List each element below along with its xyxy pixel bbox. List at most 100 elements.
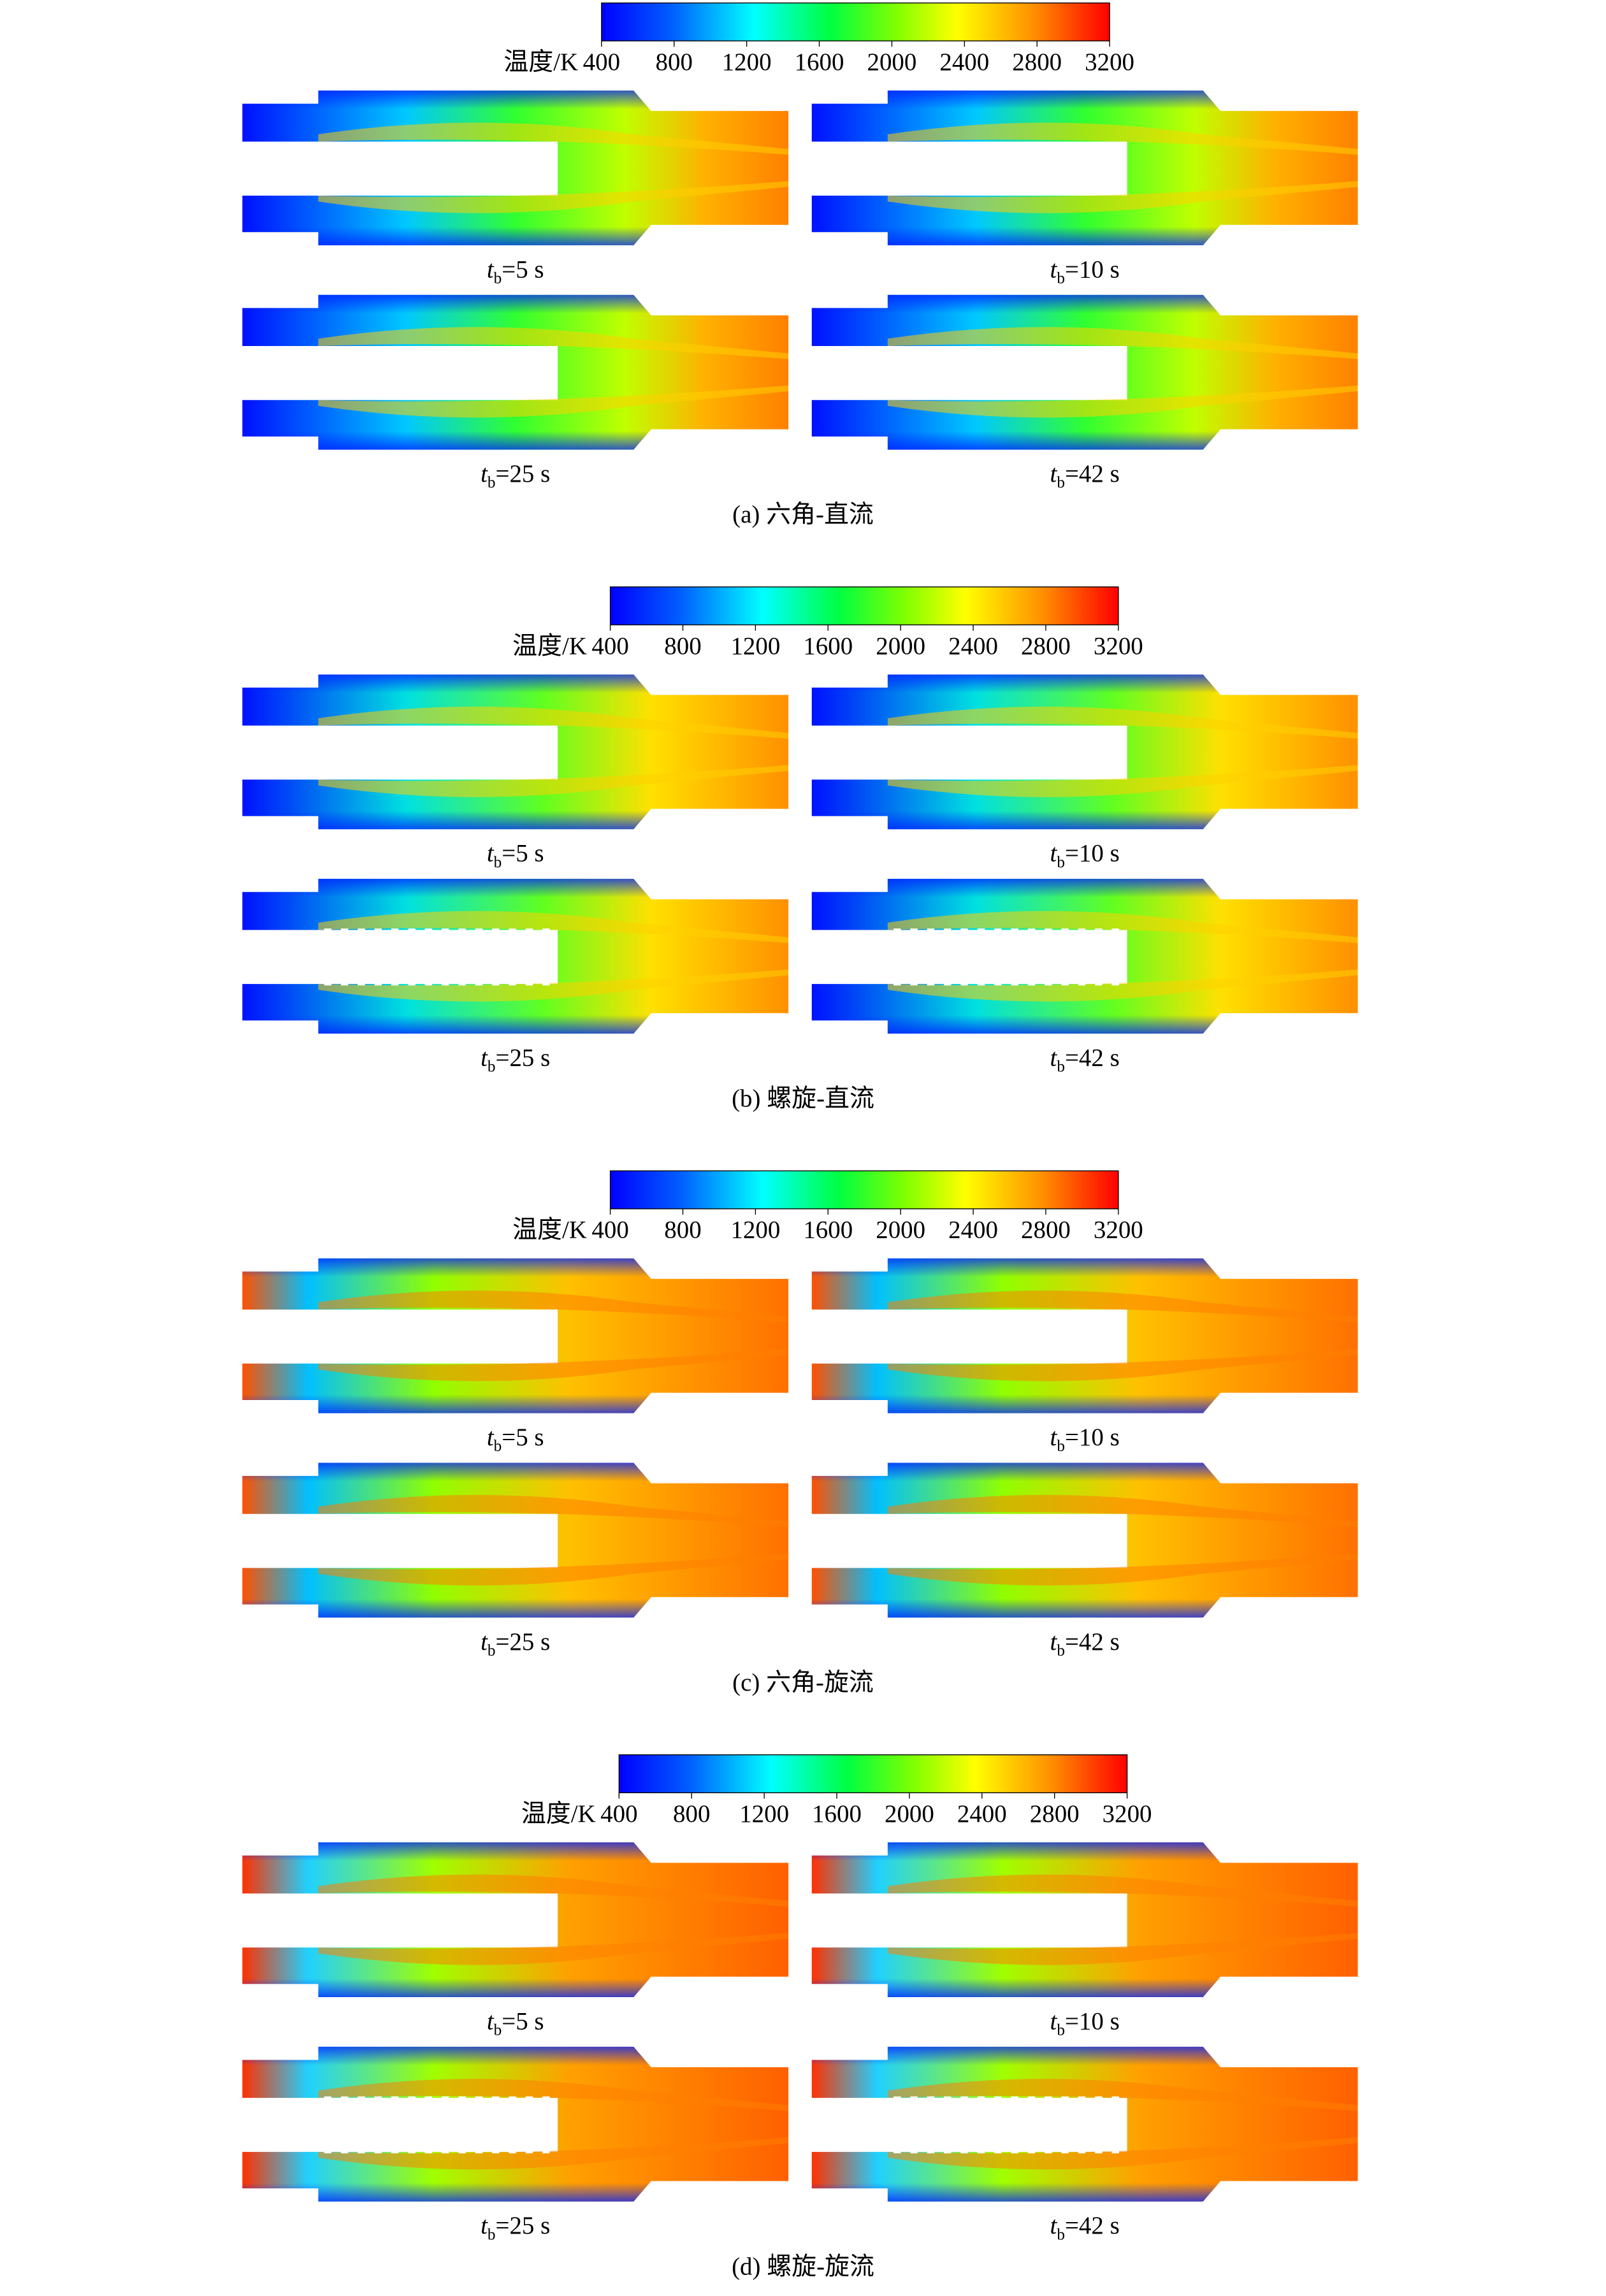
caption-text: =42 s [1065, 460, 1120, 487]
grain-slot [374, 2147, 382, 2154]
grain-slot [475, 928, 483, 935]
grain-slot [1095, 2096, 1103, 2102]
grain-slot [492, 2096, 500, 2102]
wall-layer [242, 90, 789, 245]
colorbar-tick-label: 1200 [730, 1217, 780, 1244]
plot-caption: tb=25 s [481, 1628, 550, 1659]
flame-band [318, 911, 789, 1002]
colorbar-tick-label: 2000 [876, 1217, 925, 1244]
caption-symbol: t [487, 1424, 495, 1451]
colorbar [618, 1754, 1128, 1793]
grain-slot [977, 2147, 985, 2154]
wall-layer [811, 879, 1358, 1034]
caption-symbol: t [1050, 460, 1058, 487]
colorbar-tick-label: 2400 [939, 48, 989, 76]
caption-symbol: t [481, 1628, 488, 1656]
colorbar-tick-label: 2000 [885, 1800, 934, 1828]
colorbar-label: 温度/K [521, 1800, 596, 1828]
grain-slot [374, 928, 382, 935]
grain-slot [994, 979, 1002, 986]
grain-slot [525, 979, 533, 986]
wall-layer [242, 1258, 789, 1413]
grain-slot [910, 2147, 918, 2154]
grain-slot [977, 2096, 985, 2102]
grain-slot [1078, 979, 1086, 986]
panel-caption: (a) 六角-直流 [732, 501, 874, 528]
grain-slot [509, 2096, 516, 2102]
grain-slot [391, 979, 399, 986]
grain-slot [442, 979, 449, 986]
grain-slot [391, 2096, 399, 2102]
colorbar-label: 温度/K [512, 632, 587, 660]
grain-slot [1011, 928, 1018, 935]
grain-slot [391, 2147, 399, 2154]
grain-slot [1078, 928, 1086, 935]
grain-slot [910, 979, 918, 986]
caption-text: =10 s [1065, 2007, 1120, 2035]
wall-layer [242, 294, 789, 450]
colorbar-tick-label: 2800 [1012, 48, 1062, 76]
grain-slot [458, 2147, 466, 2154]
flame-band [887, 706, 1358, 797]
colorbar-tick-label: 3200 [1094, 632, 1143, 660]
colorbar-tick-label: 2800 [1030, 1800, 1080, 1828]
colorbar-tick-label: 2800 [1021, 632, 1071, 660]
caption-subscript: b [1057, 1438, 1065, 1455]
grain-slot [408, 979, 416, 986]
contour-plot [811, 1258, 1358, 1413]
caption-subscript: b [1057, 854, 1065, 871]
grain-slot [408, 928, 416, 935]
grain-slot [340, 979, 349, 986]
colorbar-tick-label: 3200 [1103, 1800, 1152, 1828]
grain-slot [994, 928, 1002, 935]
grain-slot [960, 2096, 968, 2102]
plot-caption: tb=25 s [481, 2212, 550, 2243]
colorbar-tick-label: 1600 [803, 1217, 853, 1244]
grain-slot [542, 2147, 550, 2154]
grain-slot [1045, 979, 1052, 986]
grain-slot [1061, 928, 1069, 935]
grain-slot [475, 979, 483, 986]
grain-slot [1078, 2147, 1086, 2154]
grain-slot [910, 928, 918, 935]
contour-plot [811, 1842, 1358, 1998]
contour-plot [242, 879, 789, 1034]
flame-band [887, 2079, 1358, 2170]
grain-slot [358, 2096, 365, 2102]
caption-subscript: b [488, 1642, 496, 1659]
contour-plot [811, 674, 1358, 830]
grain-slot [927, 2096, 935, 2102]
plot-caption: tb=5 s [487, 256, 544, 287]
grain-slot [893, 928, 901, 935]
grain-slot [458, 2096, 466, 2102]
wall-layer [242, 674, 789, 830]
grain-slot [542, 928, 550, 935]
contour-plot [242, 674, 789, 830]
caption-text: =10 s [1065, 840, 1120, 867]
grain-slot [1061, 2147, 1069, 2154]
contour-plot [811, 1462, 1358, 1618]
contour-plot [811, 879, 1358, 1034]
grain-slot [1111, 2096, 1119, 2102]
plot-caption: tb=10 s [1050, 2007, 1120, 2039]
grain-slot [1061, 979, 1069, 986]
grain-slot [509, 2147, 516, 2154]
caption-subscript: b [488, 474, 496, 491]
wall-layer [242, 1462, 789, 1618]
grain-slot [525, 2096, 533, 2102]
panel-caption: (c) 六角-旋流 [732, 1669, 874, 1696]
wall-layer [242, 1842, 789, 1998]
plot-caption: tb=42 s [1050, 460, 1120, 491]
plot-caption: tb=42 s [1050, 1628, 1120, 1659]
grain-slot [475, 2096, 483, 2102]
grain-slot [324, 979, 332, 986]
grain-slot [424, 928, 433, 935]
contour-plot [811, 294, 1358, 450]
flame-band [318, 2079, 789, 2170]
caption-symbol: t [481, 2212, 488, 2239]
colorbar [601, 2, 1110, 41]
panel-caption: (d) 螺旋-旋流 [732, 2253, 874, 2280]
contour-plot [242, 294, 789, 450]
